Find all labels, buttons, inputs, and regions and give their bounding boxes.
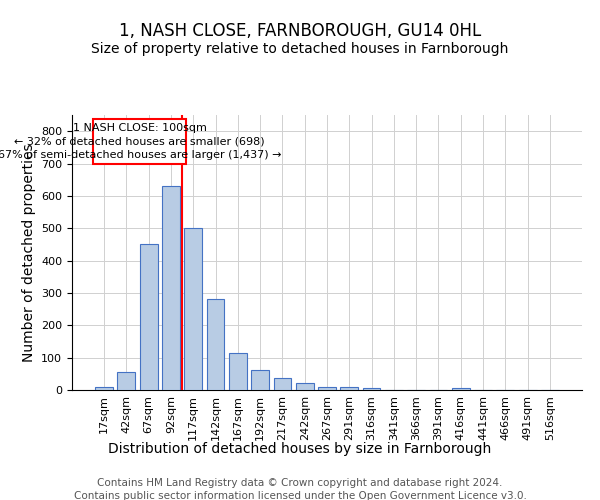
Bar	[251, 370, 269, 390]
Bar	[94, 119, 186, 164]
Bar	[318, 387, 336, 390]
Bar	[452, 388, 470, 390]
Bar	[296, 382, 314, 390]
Bar	[229, 353, 247, 390]
Text: 1, NASH CLOSE, FARNBOROUGH, GU14 0HL: 1, NASH CLOSE, FARNBOROUGH, GU14 0HL	[119, 22, 481, 40]
Text: ← 32% of detached houses are smaller (698): ← 32% of detached houses are smaller (69…	[14, 136, 265, 146]
Bar	[162, 186, 180, 390]
Text: Distribution of detached houses by size in Farnborough: Distribution of detached houses by size …	[109, 442, 491, 456]
Bar	[206, 300, 224, 390]
Bar	[140, 244, 158, 390]
Bar	[184, 228, 202, 390]
Y-axis label: Number of detached properties: Number of detached properties	[22, 143, 35, 362]
Bar	[274, 378, 292, 390]
Text: Size of property relative to detached houses in Farnborough: Size of property relative to detached ho…	[91, 42, 509, 56]
Bar	[362, 388, 380, 390]
Text: 67% of semi-detached houses are larger (1,437) →: 67% of semi-detached houses are larger (…	[0, 150, 281, 160]
Text: 1 NASH CLOSE: 100sqm: 1 NASH CLOSE: 100sqm	[73, 123, 206, 133]
Text: Contains public sector information licensed under the Open Government Licence v3: Contains public sector information licen…	[74, 491, 526, 500]
Bar	[95, 387, 113, 390]
Bar	[340, 388, 358, 390]
Text: Contains HM Land Registry data © Crown copyright and database right 2024.: Contains HM Land Registry data © Crown c…	[97, 478, 503, 488]
Bar	[118, 372, 136, 390]
